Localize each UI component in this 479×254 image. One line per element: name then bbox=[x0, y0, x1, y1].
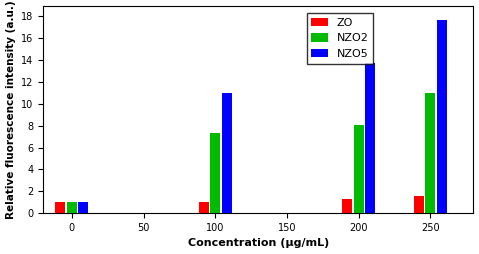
Bar bbox=[342, 199, 352, 213]
Bar bbox=[414, 196, 424, 213]
Bar bbox=[56, 202, 66, 213]
Bar bbox=[67, 202, 77, 213]
Bar bbox=[79, 202, 89, 213]
Bar bbox=[354, 125, 364, 213]
Bar bbox=[437, 20, 447, 213]
Bar bbox=[199, 202, 209, 213]
Bar bbox=[210, 133, 220, 213]
X-axis label: Concentration (μg/mL): Concentration (μg/mL) bbox=[188, 239, 329, 248]
Legend: ZO, NZO2, NZO5: ZO, NZO2, NZO5 bbox=[307, 13, 373, 64]
Y-axis label: Relative fluorescence intensity (a.u.): Relative fluorescence intensity (a.u.) bbox=[6, 0, 15, 219]
Bar bbox=[365, 64, 375, 213]
Bar bbox=[222, 93, 232, 213]
Bar bbox=[425, 93, 435, 213]
